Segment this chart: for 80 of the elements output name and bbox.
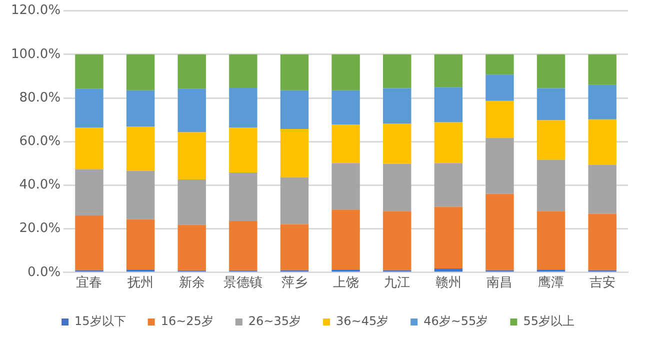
bar <box>75 216 104 270</box>
bar <box>486 100 514 138</box>
bar <box>588 214 616 270</box>
bar <box>382 124 412 164</box>
legend-label: 26~35岁 <box>248 314 301 328</box>
legend-label: 36~45岁 <box>336 314 389 328</box>
x-tick-label: 宜春 <box>76 274 102 291</box>
bar <box>280 54 309 90</box>
legend-label: 55岁以上 <box>523 314 574 328</box>
legend-label: 46岁~55岁 <box>424 314 488 328</box>
bar <box>75 54 104 89</box>
bar <box>126 126 155 171</box>
bar <box>486 138 514 194</box>
bar <box>588 119 616 165</box>
bar <box>536 54 566 88</box>
bar <box>280 224 309 270</box>
bar <box>382 211 412 270</box>
bar <box>126 170 155 220</box>
bar <box>229 172 258 221</box>
x-tick-label: 萍乡 <box>281 276 308 291</box>
bar <box>434 163 463 207</box>
bar <box>178 132 206 180</box>
bar <box>229 88 258 128</box>
y-tick-label: 0.0% <box>28 264 61 280</box>
bar <box>382 164 412 212</box>
bar <box>75 128 104 170</box>
bar <box>178 54 206 89</box>
bar <box>280 128 309 178</box>
x-tick-label: 南昌 <box>486 276 513 291</box>
bar <box>382 88 412 124</box>
bar <box>75 169 104 216</box>
bar <box>486 54 514 75</box>
bar <box>178 180 206 225</box>
bar <box>126 219 155 270</box>
bar <box>280 177 309 224</box>
y-tick-label: 40.0% <box>19 178 61 193</box>
x-tick-label: 抚州 <box>126 276 154 291</box>
x-tick-label: 鹰潭 <box>538 276 564 291</box>
legend-label: 16~25岁 <box>160 314 214 328</box>
bar <box>332 54 360 90</box>
bar <box>536 160 566 212</box>
y-tick-label: 60.0% <box>19 134 61 149</box>
x-tick-label: 新余 <box>178 276 205 291</box>
bar <box>486 74 514 101</box>
bar <box>486 194 514 270</box>
bar <box>332 124 360 164</box>
bar <box>332 210 360 270</box>
bar <box>536 211 566 270</box>
bar <box>126 54 155 90</box>
x-tick-label: 上饶 <box>332 276 359 291</box>
y-tick-label: 20.0% <box>19 221 61 236</box>
bar <box>332 163 360 210</box>
bar <box>178 88 206 132</box>
x-tick-label: 赣州 <box>435 276 462 291</box>
bar <box>434 206 463 268</box>
y-tick-label: 80.0% <box>19 90 61 106</box>
bar <box>229 220 258 271</box>
bar <box>178 224 206 271</box>
bar <box>382 54 412 88</box>
bar <box>434 122 463 164</box>
bar <box>75 88 104 128</box>
bar <box>536 120 566 160</box>
bar <box>588 54 616 85</box>
bar <box>434 87 463 122</box>
y-tick-label: 120.0% <box>10 3 61 18</box>
bar <box>434 54 463 88</box>
bar <box>588 84 616 120</box>
x-tick-label: 九江 <box>384 276 410 291</box>
bar <box>280 90 309 129</box>
x-tick-label: 吉安 <box>589 274 616 291</box>
bar <box>229 54 258 88</box>
bar <box>536 88 566 120</box>
bar <box>229 128 258 173</box>
bar <box>588 164 616 214</box>
bar <box>332 90 360 125</box>
bar <box>126 90 155 127</box>
legend-label: 15岁以下 <box>74 314 126 328</box>
y-tick-label: 100.0% <box>10 46 61 62</box>
x-tick-label: 景德镇 <box>224 276 263 291</box>
bar <box>434 268 463 272</box>
